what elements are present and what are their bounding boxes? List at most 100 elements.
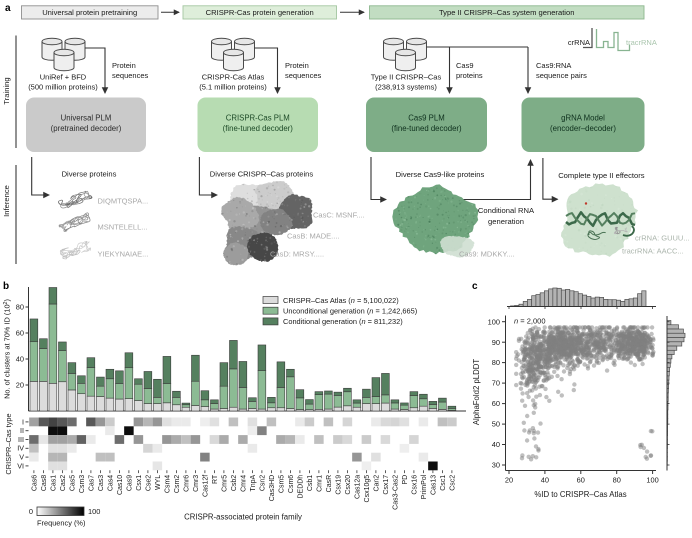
- svg-text:Cmr3: Cmr3: [193, 475, 200, 492]
- svg-text:50: 50: [492, 420, 500, 429]
- svg-text:Can2: Can2: [374, 475, 381, 492]
- svg-text:100: 100: [88, 507, 100, 516]
- svg-text:CRISPR-Cas Atlas: CRISPR-Cas Atlas: [202, 73, 265, 82]
- svg-text:PD: PD: [402, 475, 409, 485]
- svg-text:(500 million proteins): (500 million proteins): [28, 83, 98, 92]
- svg-text:Cas3HD: Cas3HD: [269, 475, 276, 501]
- svg-text:CasC: MSNF....: CasC: MSNF....: [313, 211, 365, 220]
- svg-text:Cas9:RNA: Cas9:RNA: [536, 61, 571, 70]
- svg-text:Type II CRISPR–Cas: Type II CRISPR–Cas: [371, 73, 442, 82]
- svg-text:DEDDh: DEDDh: [298, 475, 305, 499]
- svg-text:30: 30: [492, 461, 500, 470]
- svg-text:Universal PLM: Universal PLM: [61, 114, 112, 123]
- svg-text:Csm3: Csm3: [79, 475, 86, 493]
- svg-text:AlphaFold2 pLDDT: AlphaFold2 pLDDT: [472, 359, 481, 426]
- svg-text:Cas6: Cas6: [32, 475, 39, 491]
- svg-text:Cas12a: Cas12a: [355, 475, 362, 499]
- svg-text:WYL: WYL: [155, 475, 162, 490]
- svg-text:UniRef + BFD: UniRef + BFD: [40, 73, 87, 82]
- svg-text:YIEKYNAIAE...: YIEKYNAIAE...: [98, 250, 149, 259]
- svg-text:Csc2: Csc2: [450, 475, 457, 491]
- svg-text:CRISPR–Cas type: CRISPR–Cas type: [4, 413, 13, 474]
- svg-text:80: 80: [16, 303, 24, 312]
- svg-text:crRNA: crRNA: [568, 38, 590, 47]
- svg-text:Cas3: Cas3: [98, 475, 105, 491]
- svg-text:DIQMTQSPA...: DIQMTQSPA...: [98, 197, 149, 206]
- svg-text:MSNTELELL...: MSNTELELL...: [98, 223, 148, 232]
- svg-text:n = 2,000: n = 2,000: [514, 317, 546, 326]
- svg-text:Cmr4: Cmr4: [241, 475, 248, 492]
- svg-text:generation: generation: [488, 217, 524, 226]
- svg-text:60: 60: [16, 329, 24, 338]
- svg-text:Diverse Cas9-like proteins: Diverse Cas9-like proteins: [396, 170, 485, 179]
- svg-text:100: 100: [646, 476, 658, 485]
- svg-text:Csb2: Csb2: [231, 475, 238, 491]
- svg-text:Diverse proteins: Diverse proteins: [62, 170, 117, 179]
- svg-text:a: a: [5, 3, 11, 14]
- svg-text:TnpA: TnpA: [250, 474, 257, 491]
- svg-text:tracrRNA: tracrRNA: [626, 38, 657, 47]
- svg-text:Csx19: Csx19: [336, 475, 343, 495]
- svg-text:CasB: MADE....: CasB: MADE....: [287, 232, 340, 241]
- svg-text:I: I: [22, 417, 24, 426]
- svg-text:gRNA Model: gRNA Model: [561, 114, 605, 123]
- svg-text:II: II: [20, 426, 24, 435]
- svg-text:Cas3-Cas2: Cas3-Cas2: [393, 475, 400, 510]
- svg-text:Cmr1: Cmr1: [317, 475, 324, 492]
- svg-text:Cse2: Cse2: [146, 475, 153, 491]
- svg-text:III: III: [18, 435, 24, 444]
- svg-text:Cas2: Cas2: [60, 475, 67, 491]
- svg-text:40: 40: [541, 476, 549, 485]
- svg-text:c: c: [472, 281, 478, 292]
- svg-text:90: 90: [492, 338, 500, 347]
- svg-text:(encoder–decoder): (encoder–decoder): [550, 124, 616, 133]
- svg-text:Csm5: Csm5: [279, 475, 286, 493]
- svg-text:Csx1: Csx1: [136, 475, 143, 491]
- svg-text:20: 20: [16, 381, 24, 390]
- svg-text:Csx20: Csx20: [345, 475, 352, 495]
- svg-text:Universal protein pretraining: Universal protein pretraining: [42, 8, 137, 17]
- svg-text:PrimPol: PrimPol: [421, 474, 428, 499]
- svg-text:60: 60: [492, 399, 500, 408]
- svg-text:Cas10: Cas10: [117, 475, 124, 495]
- svg-text:Csm6: Csm6: [288, 475, 295, 493]
- svg-text:Cas13: Cas13: [431, 475, 438, 495]
- svg-text:CRISPR–Cas Atlas (n = 5,100,02: CRISPR–Cas Atlas (n = 5,100,022): [283, 296, 399, 305]
- svg-text:Conditional RNA: Conditional RNA: [478, 206, 535, 215]
- svg-text:Cas9: Cas9: [127, 475, 134, 491]
- svg-text:proteins: proteins: [456, 71, 483, 80]
- svg-text:Csm4: Csm4: [165, 475, 172, 493]
- svg-text:Cmr5: Cmr5: [222, 475, 229, 492]
- svg-text:Unconditional generation (n =: Unconditional generation (n = 1,242,665): [283, 307, 417, 316]
- svg-text:60: 60: [577, 476, 585, 485]
- svg-text:70: 70: [492, 379, 500, 388]
- svg-text:Cas5: Cas5: [70, 475, 77, 491]
- svg-text:Cmr6: Cmr6: [184, 475, 191, 492]
- svg-text:CRISPR-Cas PLM: CRISPR-Cas PLM: [226, 114, 290, 123]
- svg-text:Protein: Protein: [285, 61, 309, 70]
- svg-text:(fine-tuned decoder): (fine-tuned decoder): [391, 124, 462, 133]
- svg-text:(238,913 systems): (238,913 systems): [375, 83, 437, 92]
- svg-text:Cas4: Cas4: [108, 475, 115, 491]
- svg-text:Csm2: Csm2: [174, 475, 181, 493]
- svg-text:0: 0: [29, 507, 33, 516]
- svg-text:sequences: sequences: [285, 71, 322, 80]
- svg-text:20: 20: [505, 476, 513, 485]
- svg-text:sequences: sequences: [112, 71, 149, 80]
- svg-text:Conditional generation (n = 81: Conditional generation (n = 811,232): [283, 317, 403, 326]
- svg-text:40: 40: [16, 355, 24, 364]
- svg-text:Diverse CRISPR–Cas proteins: Diverse CRISPR–Cas proteins: [210, 170, 314, 179]
- svg-text:Frequency (%): Frequency (%): [37, 519, 85, 528]
- svg-text:Csx10g5: Csx10g5: [364, 475, 371, 503]
- svg-text:CasD: MRSY.....: CasD: MRSY.....: [270, 250, 324, 259]
- svg-text:Cas9: MDKKY....: Cas9: MDKKY....: [459, 250, 515, 259]
- svg-text:%ID to CRISPR–Cas Atlas: %ID to CRISPR–Cas Atlas: [534, 490, 626, 499]
- svg-text:Csn2: Csn2: [260, 475, 267, 491]
- svg-text:crRNA: GUUU...: crRNA: GUUU...: [635, 234, 690, 243]
- svg-text:No. of clusters at 70% ID (102: No. of clusters at 70% ID (102): [3, 299, 12, 399]
- svg-text:(fine-tuned decoder): (fine-tuned decoder): [223, 124, 294, 133]
- svg-text:Protein: Protein: [112, 61, 136, 70]
- svg-text:Cas9 PLM: Cas9 PLM: [408, 114, 444, 123]
- svg-text:Cas12f: Cas12f: [203, 475, 210, 497]
- svg-text:Csc1: Csc1: [440, 475, 447, 491]
